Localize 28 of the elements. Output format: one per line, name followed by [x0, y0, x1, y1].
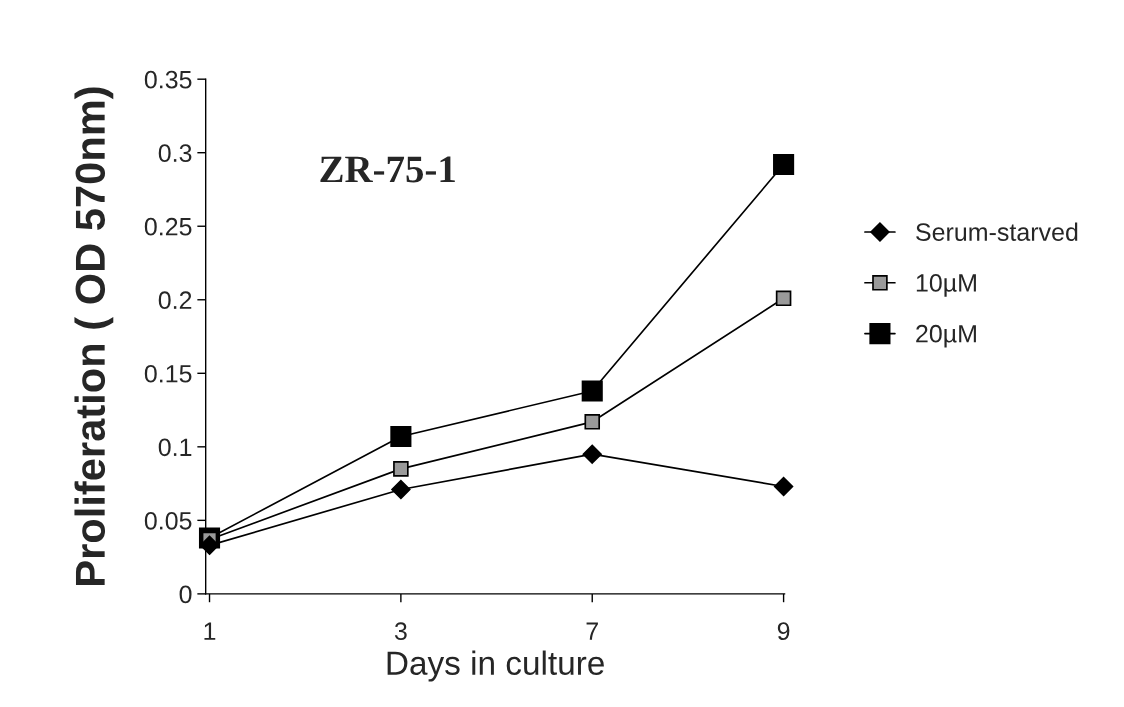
point: [199, 535, 220, 556]
y-tick-label: 0: [179, 585, 192, 604]
point: [390, 425, 412, 448]
point: [391, 479, 411, 500]
x-tick-label: 3: [394, 622, 407, 641]
x-tick-label: 1: [204, 622, 216, 640]
x-tick-label: 7: [586, 622, 598, 640]
point: [773, 153, 795, 176]
y-tick-label: 0.15: [144, 364, 192, 383]
legend-label: Serum-starved: [916, 222, 1078, 241]
x-tick-label: 9: [777, 622, 790, 641]
point: [581, 380, 603, 402]
text: ZR-75-1: [320, 156, 455, 183]
y-tick-label: 0.1: [158, 438, 192, 457]
point: [773, 476, 794, 497]
point: [393, 461, 409, 477]
y-tick-label: 0.2: [158, 291, 192, 310]
legend-label: 20µM: [916, 324, 976, 348]
point: [775, 290, 792, 307]
y-tick-label: 0.05: [144, 511, 192, 530]
x-axis-title: Days in culture: [387, 650, 604, 682]
y-tick-label: 0.35: [144, 70, 192, 89]
y-tick-label: 0.3: [158, 144, 192, 163]
legend-label: 10µM: [916, 274, 976, 297]
y-tick-label: 0.25: [144, 217, 192, 236]
y-axis-title: Proliferation ( OD 570nm): [74, 87, 114, 585]
point: [584, 414, 601, 430]
point: [582, 444, 602, 464]
